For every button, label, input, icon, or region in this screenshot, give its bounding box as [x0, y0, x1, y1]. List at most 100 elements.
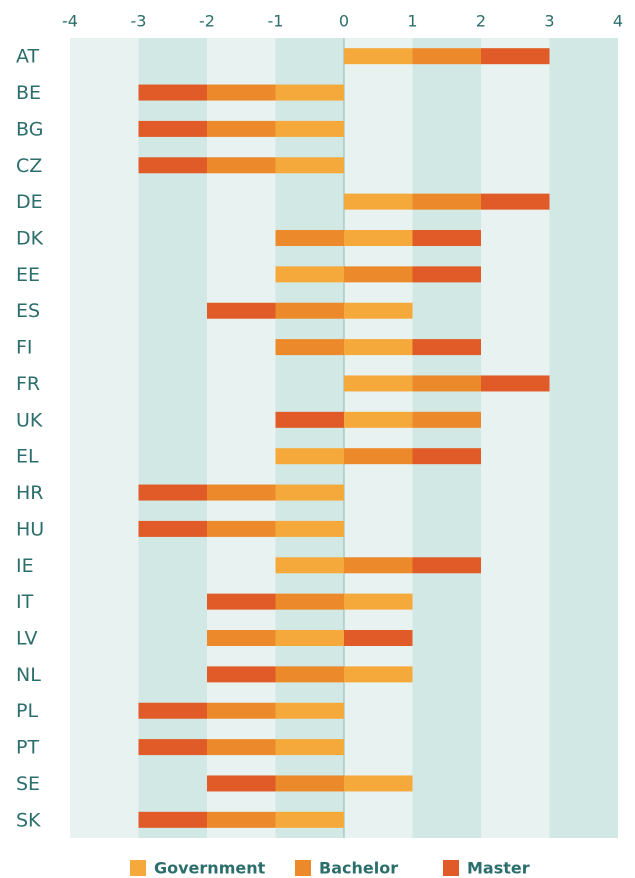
legend-label: Government — [154, 859, 266, 878]
x-tick-label: 3 — [544, 12, 554, 31]
y-tick-label: NL — [16, 664, 41, 686]
y-tick-label: EL — [16, 446, 39, 468]
y-tick-label: IE — [16, 555, 34, 577]
legend-swatch — [443, 860, 459, 876]
bar — [275, 557, 344, 574]
bar — [275, 411, 344, 428]
bar — [138, 84, 207, 101]
bar — [207, 811, 276, 828]
y-tick-label: PL — [16, 700, 38, 722]
bar — [344, 193, 413, 210]
bar — [207, 739, 276, 756]
x-tick-label: -2 — [199, 12, 215, 31]
y-tick-label: DE — [16, 191, 43, 213]
legend-label: Master — [467, 859, 530, 878]
bar — [207, 520, 276, 537]
bar — [275, 339, 344, 356]
bar — [412, 230, 481, 246]
y-tick-label: PT — [16, 737, 39, 759]
band — [344, 38, 413, 838]
y-tick-label: LV — [16, 628, 38, 650]
bar — [344, 666, 413, 683]
band — [549, 38, 618, 838]
bar — [412, 557, 481, 574]
y-tick-label: FI — [16, 337, 33, 359]
band — [412, 38, 481, 838]
legend-swatch — [295, 860, 311, 876]
bar — [412, 448, 481, 465]
bar — [344, 48, 413, 65]
bar — [138, 702, 207, 719]
bar — [275, 702, 344, 719]
bar — [275, 448, 344, 465]
bar — [138, 739, 207, 756]
bar — [412, 193, 481, 210]
bar — [207, 702, 276, 719]
y-tick-label: SK — [16, 809, 41, 831]
bar — [275, 230, 344, 246]
bar — [275, 484, 344, 501]
bar — [481, 48, 550, 65]
legend-swatch — [130, 860, 146, 876]
bar — [275, 84, 344, 101]
bar — [344, 230, 413, 246]
bar — [138, 811, 207, 828]
y-tick-label: AT — [16, 46, 40, 68]
bar — [275, 593, 344, 610]
x-tick-label: -4 — [62, 12, 78, 31]
bar — [138, 520, 207, 537]
y-tick-label: EE — [16, 264, 40, 286]
x-tick-label: 0 — [339, 12, 349, 31]
bar — [412, 48, 481, 65]
y-tick-label: UK — [16, 409, 43, 431]
bar — [344, 775, 413, 792]
y-tick-label: SE — [16, 773, 40, 795]
x-tick-label: 2 — [476, 12, 486, 31]
bar — [344, 593, 413, 610]
y-tick-label: BG — [16, 118, 43, 140]
bar — [207, 484, 276, 501]
band — [70, 38, 139, 838]
bar — [207, 630, 276, 646]
y-tick-label: CZ — [16, 155, 42, 177]
bar — [481, 193, 550, 210]
bar — [138, 120, 207, 137]
bar — [412, 375, 481, 392]
y-tick-label: HU — [16, 518, 44, 540]
bar — [207, 593, 276, 610]
bar — [344, 266, 413, 283]
bar — [275, 630, 344, 646]
y-tick-label: BE — [16, 82, 41, 104]
bar — [275, 775, 344, 792]
bar — [275, 120, 344, 137]
bar — [412, 339, 481, 356]
bar — [412, 266, 481, 283]
bar — [344, 302, 413, 319]
y-tick-label: DK — [16, 228, 44, 250]
bar — [138, 157, 207, 174]
bar — [344, 375, 413, 392]
bar — [138, 484, 207, 501]
y-tick-label: FR — [16, 373, 40, 395]
x-tick-label: 1 — [407, 12, 417, 31]
bar — [275, 302, 344, 319]
bar — [207, 302, 276, 319]
bar — [275, 666, 344, 683]
x-tick-label: -1 — [268, 12, 284, 31]
bar — [481, 375, 550, 392]
bar — [344, 557, 413, 574]
bar — [344, 411, 413, 428]
legend-label: Bachelor — [319, 859, 398, 878]
y-tick-label: IT — [16, 591, 34, 613]
bar — [207, 120, 276, 137]
bar — [344, 448, 413, 465]
y-tick-label: HR — [16, 482, 44, 504]
bar — [275, 266, 344, 283]
bar — [275, 739, 344, 756]
bar — [344, 339, 413, 356]
bar — [275, 157, 344, 174]
bar — [207, 775, 276, 792]
y-tick-label: ES — [16, 300, 40, 322]
band — [481, 38, 550, 838]
